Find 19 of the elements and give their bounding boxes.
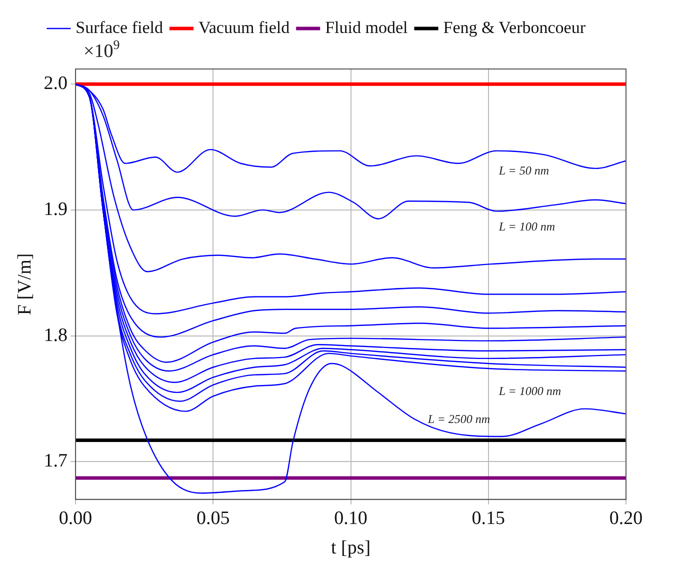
annotation: L = 50 nm <box>498 163 550 178</box>
legend-label: Feng & Verboncoeur <box>443 18 586 37</box>
annotation: L = 1000 nm <box>498 384 562 398</box>
x-tick-label: 0.10 <box>334 508 368 529</box>
x-tick-label: 0.00 <box>58 508 92 529</box>
x-tick-label: 0.05 <box>196 508 230 529</box>
y-axis-title: F [V/m] <box>14 253 36 316</box>
x-tick-label: 0.20 <box>609 508 643 529</box>
x-tick-label: 0.15 <box>472 508 506 529</box>
legend-label: Vacuum field <box>198 18 290 37</box>
y-tick-label: 2.0 <box>44 73 68 94</box>
legend-label: Fluid model <box>325 18 408 37</box>
y-tick-label: 1.8 <box>44 324 68 346</box>
legend-label: Surface field <box>76 18 164 37</box>
y-tick-label: 1.7 <box>44 450 68 472</box>
y-tick-label: 1.9 <box>44 198 68 220</box>
x-axis-title: t [ps] <box>330 538 371 559</box>
annotation: L = 100 nm <box>498 219 556 234</box>
annotation: L = 2500 nm <box>426 412 490 426</box>
